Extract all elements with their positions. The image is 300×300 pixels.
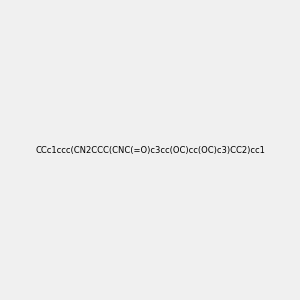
Text: CCc1ccc(CN2CCC(CNC(=O)c3cc(OC)cc(OC)c3)CC2)cc1: CCc1ccc(CN2CCC(CNC(=O)c3cc(OC)cc(OC)c3)C… xyxy=(35,146,265,154)
